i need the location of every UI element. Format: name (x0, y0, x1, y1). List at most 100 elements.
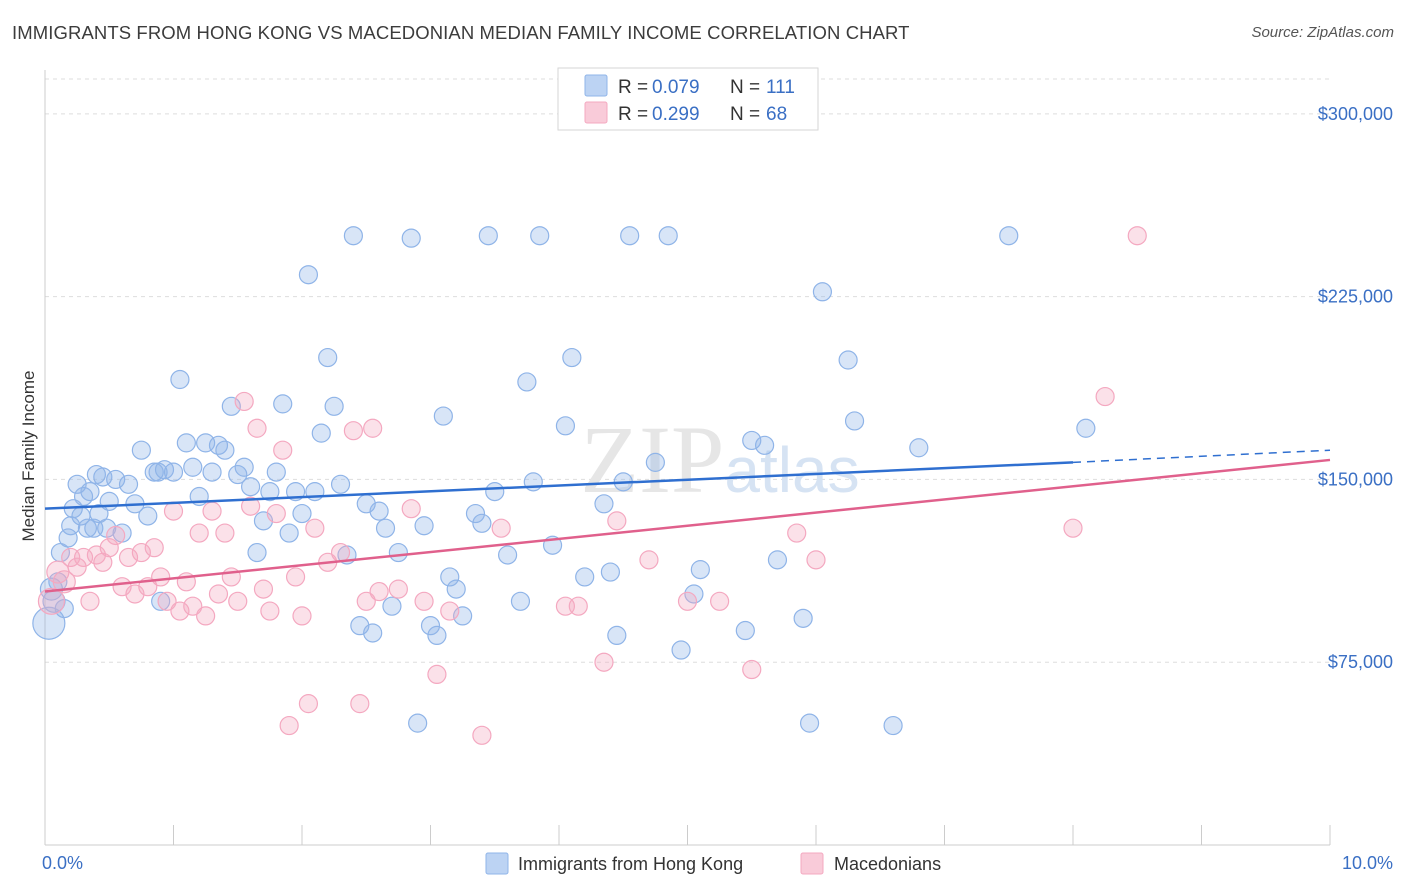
point-macedonian-27 (215, 523, 235, 543)
point-hong-kong-67 (408, 713, 428, 733)
point-hong-kong-100 (754, 435, 775, 455)
point-hong-kong-109 (999, 226, 1019, 246)
legend-swatch-hong-kong (584, 74, 608, 97)
point-hong-kong-93 (645, 452, 665, 472)
legend-swatch-macedonians (584, 101, 608, 124)
point-hong-kong-95 (671, 640, 691, 660)
point-hong-kong-94 (658, 226, 678, 246)
legend-r-value-1: 0.079 (652, 77, 700, 98)
point-macedonian-41 (305, 518, 325, 538)
point-hong-kong-71 (433, 406, 453, 426)
point-hong-kong-65 (388, 542, 408, 563)
x-tick-label-0: 0.0% (42, 853, 83, 873)
point-macedonian-64 (787, 523, 807, 543)
y-tick-label-0: $75,000 (1328, 652, 1393, 672)
point-hong-kong-28 (151, 591, 171, 611)
trend-lines (44, 449, 1331, 593)
point-hong-kong-22 (118, 474, 139, 494)
point-macedonian-24 (196, 606, 216, 626)
point-hong-kong-72 (440, 567, 460, 587)
point-macedonian-61 (677, 591, 698, 611)
point-macedonian-36 (273, 440, 293, 460)
point-hong-kong-51 (298, 265, 319, 285)
point-macedonian-38 (285, 567, 306, 587)
point-hong-kong-41 (234, 457, 254, 477)
legend-n-value-1: 111 (766, 77, 795, 98)
point-hong-kong-90 (607, 625, 627, 646)
point-hong-kong-54 (318, 347, 338, 368)
point-hong-kong-62 (369, 501, 389, 521)
point-hong-kong-68 (414, 516, 434, 536)
point-macedonian-59 (607, 511, 627, 531)
point-macedonian-16 (144, 538, 164, 558)
point-hong-kong-31 (170, 369, 190, 390)
watermark: ZIPatlas (580, 406, 859, 513)
chart-title: IMMIGRANTS FROM HONG KONG VS MACEDONIAN … (12, 22, 910, 43)
point-hong-kong-46 (266, 462, 286, 482)
watermark-atlas: atlas (724, 434, 859, 506)
point-hong-kong-78 (485, 482, 505, 502)
legend-n-label-1: N = (730, 77, 760, 98)
y-axis-label: Median Family Income (19, 370, 38, 541)
point-macedonian-46 (356, 591, 376, 611)
point-macedonian-58 (594, 652, 614, 672)
point-hong-kong-108 (909, 438, 929, 458)
point-hong-kong-25 (138, 506, 158, 526)
point-hong-kong-74 (453, 606, 473, 626)
point-hong-kong-55 (324, 396, 344, 416)
point-hong-kong-53 (311, 423, 331, 443)
point-hong-kong-63 (375, 518, 396, 538)
point-macedonian-10 (106, 525, 126, 546)
tick-labels: $75,000 $150,000 $225,000 $300,000 0.0% 10.0% (42, 104, 1393, 873)
point-macedonian-23 (189, 523, 209, 543)
point-hong-kong-105 (838, 350, 858, 370)
point-macedonian-30 (234, 391, 254, 412)
point-hong-kong-6 (58, 528, 78, 548)
point-macedonian-60 (639, 550, 659, 570)
bottom-legend-label-hong-kong: Immigrants from Hong Kong (518, 854, 743, 874)
point-macedonian-51 (414, 591, 434, 611)
point-hong-kong-20 (106, 469, 126, 490)
point-hong-kong-76 (472, 513, 492, 533)
point-hong-kong-64 (382, 596, 402, 616)
point-macedonian-40 (298, 694, 319, 714)
axes (44, 70, 1331, 846)
point-hong-kong-42 (241, 477, 261, 497)
point-macedonian-48 (369, 581, 389, 602)
point-hong-kong-92 (620, 226, 640, 246)
point-macedonian-63 (742, 659, 762, 680)
point-hong-kong-13 (80, 482, 100, 502)
point-hong-kong-36 (202, 462, 222, 482)
point-hong-kong-33 (183, 457, 203, 477)
point-macedonian-37 (279, 715, 299, 736)
point-macedonian-66 (1063, 518, 1083, 538)
point-hong-kong-19 (99, 491, 119, 511)
chart-source: Source: ZipAtlas.com (1251, 24, 1394, 41)
legend: R = 0.079 N = 111 R = 0.299 N = 68 (557, 67, 819, 131)
point-hong-kong-101 (767, 550, 788, 570)
point-hong-kong-43 (247, 542, 267, 563)
point-macedonian-9 (99, 538, 119, 558)
point-macedonian-54 (472, 725, 492, 745)
legend-n-label-2: N = (730, 104, 760, 125)
point-hong-kong-89 (600, 562, 621, 582)
point-macedonian-26 (208, 584, 229, 604)
point-hong-kong-69 (420, 616, 441, 636)
point-hong-kong-75 (465, 503, 486, 524)
point-macedonian-34 (260, 601, 280, 621)
point-macedonian-35 (266, 503, 286, 524)
point-macedonian-29 (228, 591, 248, 611)
point-macedonian-44 (343, 421, 363, 441)
legend-r-value-2: 0.299 (652, 104, 700, 125)
point-macedonian-31 (241, 496, 261, 516)
point-macedonian-67 (1095, 386, 1115, 407)
point-macedonian-62 (710, 591, 730, 611)
point-macedonian-17 (151, 567, 171, 587)
point-hong-kong-47 (273, 394, 293, 414)
point-macedonian-18 (157, 591, 177, 611)
point-macedonian-47 (363, 418, 383, 438)
trend-line-hong-kong (44, 461, 1074, 510)
legend-r-label-1: R = (618, 77, 648, 98)
point-hong-kong-61 (363, 623, 383, 643)
